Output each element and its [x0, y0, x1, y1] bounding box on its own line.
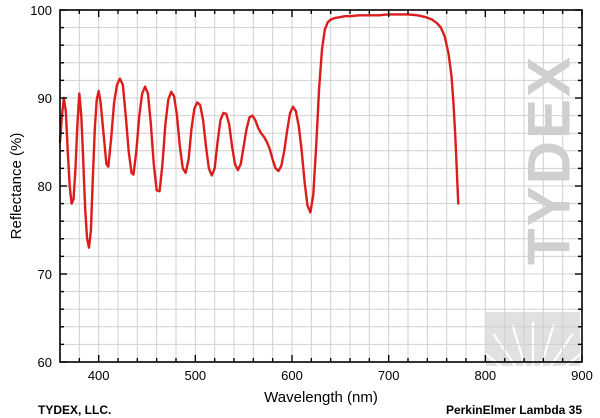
footer-instrument: PerkinElmer Lambda 35: [446, 403, 582, 417]
footer-company: TYDEX, LLC.: [38, 403, 111, 417]
x-axis-title: Wavelength (nm): [264, 389, 378, 406]
y-tick-labels: 60 70 80 90 100: [30, 3, 52, 370]
y-tick-label: 60: [38, 355, 52, 370]
watermark-fan-line: [511, 324, 535, 393]
watermark-fan-line: [532, 347, 589, 393]
x-tick-label: 600: [281, 368, 303, 383]
x-tick-label: 900: [571, 368, 593, 383]
watermark-fan-line: [477, 347, 534, 393]
tydex-watermark: TYDEX: [467, 55, 599, 394]
x-tick-labels: 400 500 600 700 800 900: [88, 368, 593, 383]
watermark-fan-line: [532, 365, 599, 394]
y-tick-label: 70: [38, 267, 52, 282]
x-tick-label: 800: [474, 368, 496, 383]
watermark-fan-line: [467, 365, 534, 394]
y-axis-title: Reflectance (%): [8, 133, 25, 240]
grid: [60, 10, 582, 362]
reflectance-curve: [58, 13, 460, 249]
watermark-fan-line: [492, 333, 534, 393]
watermark-text: TYDEX: [516, 55, 583, 265]
y-tick-label: 80: [38, 179, 52, 194]
tick-marks: [60, 9, 583, 363]
y-tick-label: 100: [30, 3, 52, 18]
x-tick-label: 700: [378, 368, 400, 383]
x-tick-label: 500: [184, 368, 206, 383]
watermark-fan-line: [532, 333, 574, 393]
x-tick-label: 400: [88, 368, 110, 383]
y-tick-label: 90: [38, 91, 52, 106]
